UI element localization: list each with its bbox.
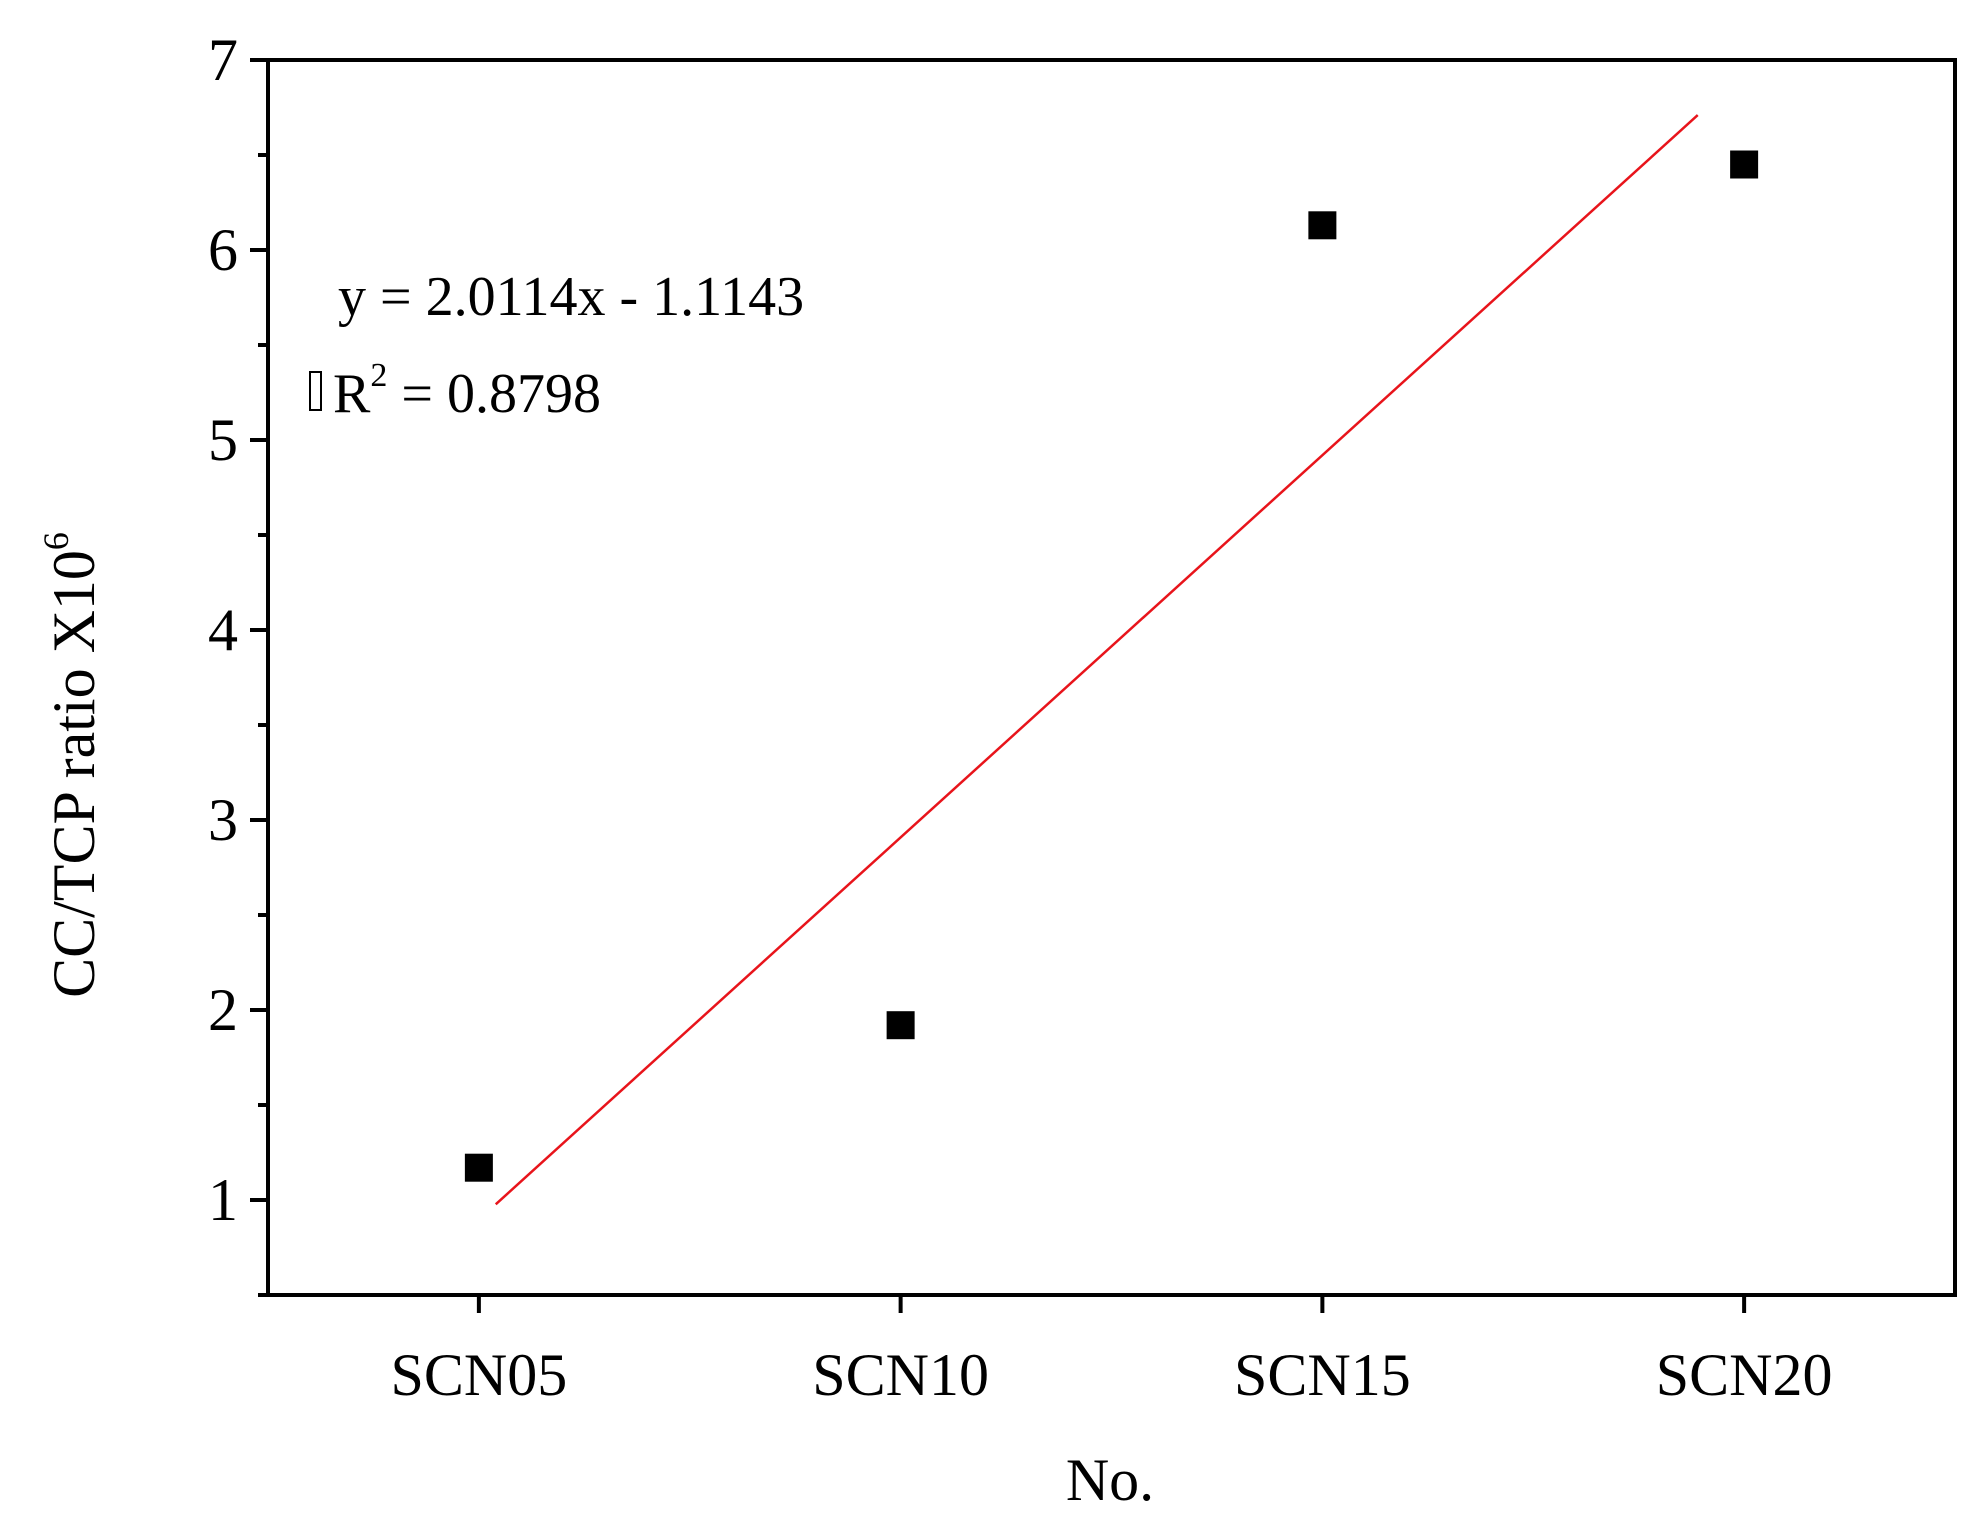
- y-tick-label: 4: [208, 597, 238, 663]
- x-tick-label: SCN10: [812, 1342, 989, 1408]
- x-tick-label: SCN15: [1234, 1342, 1411, 1408]
- r2-value: = 0.8798: [387, 363, 601, 425]
- r2-superscript: 2: [370, 357, 387, 394]
- data-point: [886, 1011, 915, 1040]
- axes: [266, 58, 1957, 1297]
- y-axis-title-text: CC/TCP ratio X10: [41, 550, 107, 998]
- tick-labels: 1 2 3 4 5 6 7 SCN05 SCN10 SCN15 SCN20: [208, 27, 1832, 1408]
- y-axis-title-superscript: 6: [36, 532, 76, 550]
- fit-line-group: [494, 114, 1699, 1206]
- data-point: [464, 1153, 493, 1182]
- r2-prefix: R: [333, 363, 371, 425]
- y-tick-label: 7: [208, 27, 238, 93]
- r2-glyph-box: [309, 371, 322, 411]
- equation-label: y = 2.0114x - 1.1143: [338, 266, 804, 328]
- x-tick-label: SCN05: [391, 1342, 568, 1408]
- data-points: [464, 150, 1759, 1182]
- plot-frame: [266, 58, 1957, 1297]
- y-tick-label: 2: [208, 977, 238, 1043]
- x-axis-title: No.: [1066, 1447, 1154, 1513]
- tick-marks: [250, 58, 1747, 1313]
- y-tick-label: 5: [208, 407, 238, 473]
- y-axis-title: CC/TCP ratio X106: [36, 532, 107, 998]
- r2-label: R2 = 0.8798: [333, 357, 601, 425]
- y-tick-label: 6: [208, 217, 238, 283]
- data-point: [1730, 150, 1759, 179]
- fit-line: [494, 114, 1699, 1206]
- data-point: [1308, 211, 1337, 240]
- y-tick-label: 3: [208, 787, 238, 853]
- y-tick-label: 1: [208, 1167, 238, 1233]
- x-tick-label: SCN20: [1656, 1342, 1833, 1408]
